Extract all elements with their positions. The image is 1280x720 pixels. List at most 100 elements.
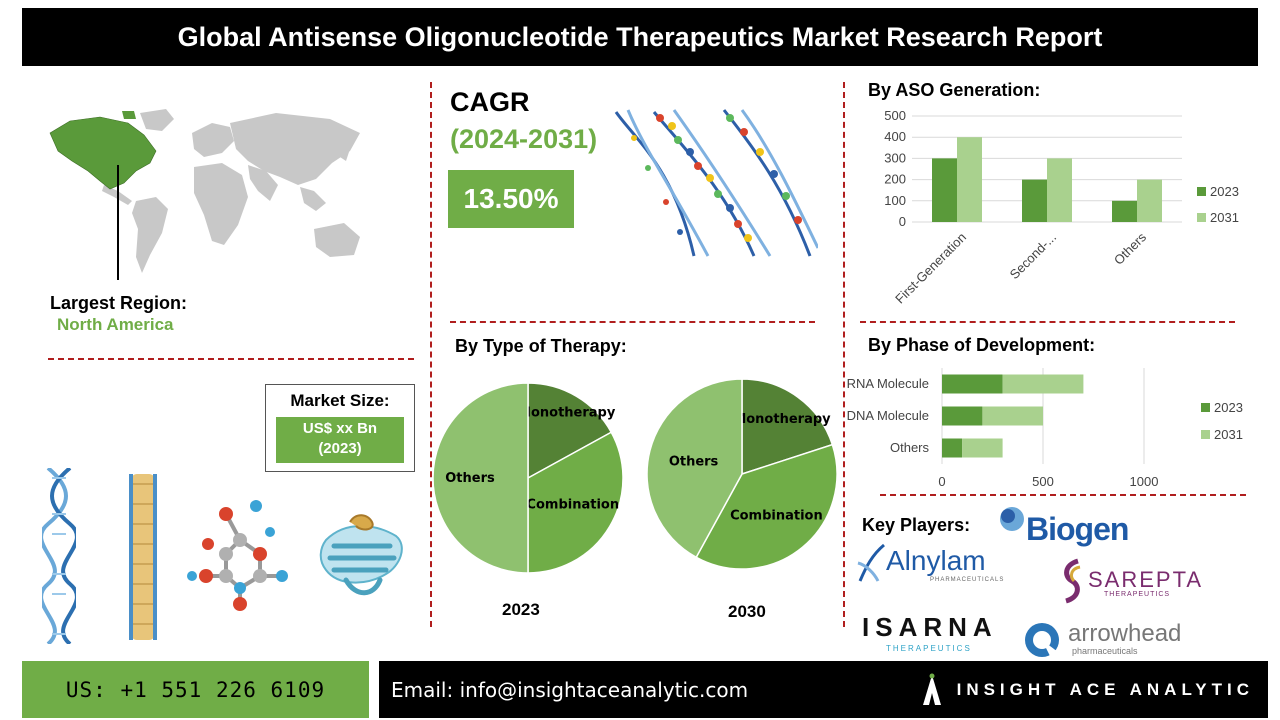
pie-label-others: Others — [445, 471, 495, 486]
phase-xtick-label: 500 — [1032, 474, 1054, 489]
arrowhead-subtitle: pharmaceuticals — [1072, 646, 1138, 656]
pie-label-others: Others — [669, 455, 719, 470]
cagr-title: CAGR — [450, 87, 530, 117]
sarepta-mark-icon — [1064, 558, 1081, 604]
divider-region — [48, 358, 414, 360]
phase-xtick-label: 1000 — [1130, 474, 1159, 489]
phase-of-development-title: By Phase of Development: — [868, 335, 1096, 355]
pie-slice-others — [432, 382, 529, 574]
nanotube-image — [129, 474, 157, 640]
arrowhead-logo: arrowhead pharmaceuticals — [1024, 620, 1194, 660]
aso-legend-label: 2031 — [1210, 210, 1239, 225]
aso-category-label: Second-... — [1007, 230, 1060, 283]
aso-bar-2023 — [1112, 200, 1137, 222]
phase-category-label: Others — [890, 440, 930, 455]
phase-legend-label: 2023 — [1214, 400, 1243, 415]
isarna-name: ISARNA — [862, 612, 998, 642]
pie-2030-caption: 2030 — [728, 602, 766, 621]
phase-bar-2031 — [962, 438, 1003, 458]
therapy-pie-2023: Monotherapy Combination Others — [432, 382, 624, 574]
alnylam-mark-icon — [857, 543, 885, 582]
aso-category-label: Others — [1111, 229, 1150, 268]
pie-slice-combination — [527, 431, 624, 574]
phase-bar-2031 — [982, 406, 1043, 426]
aso-generation-title: By ASO Generation: — [868, 80, 1041, 100]
cagr-value: 13.50% — [448, 170, 574, 228]
market-size-box: Market Size: US$ xx Bn (2023) — [265, 384, 415, 472]
north-america-highlight — [49, 116, 157, 190]
type-of-therapy-title: By Type of Therapy: — [455, 336, 627, 356]
divider-right — [843, 82, 845, 627]
phase-xtick-label: 0 — [938, 474, 945, 489]
key-players-title: Key Players: — [862, 515, 971, 535]
phase-of-development-chart: 0 500 1000 RNA Molecule DNA Molecule Others 20… — [847, 368, 1243, 489]
footer-brand-wrap: INSIGHT ACE ANALYTIC — [921, 661, 1254, 718]
phase-bar-2023 — [942, 406, 983, 426]
pie-label-monotherapy: Monotherapy — [733, 412, 831, 427]
largest-region-value: North America — [57, 315, 174, 334]
pie-label-combination: Combination — [730, 509, 823, 524]
therapy-pie-2030: Monotherapy Combination Others — [646, 378, 838, 570]
divider-cagr — [450, 321, 815, 323]
aso-legend-swatch — [1197, 213, 1206, 222]
phase-legend-swatch — [1201, 403, 1210, 412]
biogen-name: Biogen — [1026, 511, 1129, 547]
dna-helix-image — [42, 468, 76, 644]
pie-slice-monotherapy — [741, 378, 834, 476]
region-pointer-line — [117, 165, 119, 280]
alnylam-name: Alnylam — [886, 545, 986, 576]
aso-ytick-label: 300 — [884, 150, 906, 165]
footer-brand: INSIGHT ACE ANALYTIC — [956, 679, 1254, 699]
market-size-year: (2023) — [318, 440, 362, 457]
insightace-logo-icon — [922, 673, 941, 705]
sarepta-name: SAREPTA — [1088, 567, 1204, 592]
protein-structure-image — [319, 514, 403, 596]
footer-bar: Email: info@insightaceanalytic.com INSIG… — [379, 661, 1268, 718]
phase-category-label: RNA Molecule — [847, 376, 929, 391]
biogen-logo: Biogen — [998, 505, 1129, 551]
sarepta-logo: SAREPTA THERAPEUTICS — [1060, 557, 1201, 609]
biogen-mark-icon — [1000, 507, 1024, 531]
largest-region-label: Largest Region: — [50, 293, 188, 313]
pie-slice-monotherapy — [527, 382, 613, 480]
divider-aso — [860, 321, 1235, 323]
pie-slice-others — [646, 378, 743, 559]
aso-bar-2031 — [1047, 158, 1072, 222]
market-size-value: US$ xx Bn (2023) — [276, 417, 404, 463]
aso-ytick-label: 200 — [884, 172, 906, 187]
aso-ytick-label: 500 — [884, 108, 906, 123]
market-size-label: Market Size: — [290, 391, 390, 410]
aso-ytick-label: 0 — [899, 214, 906, 229]
sarepta-subtitle: THERAPEUTICS — [1104, 591, 1171, 598]
pie-label-monotherapy: Monotherapy — [518, 406, 616, 421]
alnylam-subtitle: PHARMACEUTICALS — [930, 577, 1005, 583]
aso-category-label: First-Generation — [892, 230, 969, 307]
footer-phone[interactable]: US: +1 551 226 6109 — [22, 661, 369, 718]
world-map — [49, 109, 360, 273]
aso-legend-swatch — [1197, 187, 1206, 196]
footer-email[interactable]: Email: info@insightaceanalytic.com — [391, 677, 749, 702]
aso-bar-2023 — [932, 158, 957, 222]
report-title: Global Antisense Oligonucleotide Therape… — [22, 8, 1258, 66]
aso-bar-2031 — [1137, 179, 1162, 222]
phase-legend-swatch — [1201, 430, 1210, 439]
dna-strands-image — [614, 109, 818, 257]
aso-ytick-label: 100 — [884, 193, 906, 208]
cagr-period: (2024-2031) — [450, 124, 598, 154]
divider-phase — [880, 494, 1246, 496]
phase-legend-label: 2031 — [1214, 427, 1243, 442]
molecule-model-image — [187, 500, 288, 611]
aso-bar-2031 — [957, 137, 982, 222]
aso-legend-label: 2023 — [1210, 184, 1239, 199]
aso-bar-2023 — [1022, 179, 1047, 222]
pie-label-combination: Combination — [526, 497, 619, 512]
phase-bar-2023 — [942, 438, 963, 458]
phase-category-label: DNA Molecule — [847, 408, 929, 423]
arrowhead-mark-icon — [1025, 623, 1059, 657]
pie-slice-combination — [695, 443, 838, 570]
aso-generation-chart: 0 100 200 300 400 500 First-Generation Second-.… — [884, 108, 1239, 307]
alnylam-logo: Alnylam PHARMACEUTICALS — [856, 543, 1006, 589]
aso-ytick-label: 400 — [884, 129, 906, 144]
isarna-subtitle: THERAPEUTICS — [886, 644, 972, 653]
pie-2023-caption: 2023 — [502, 600, 540, 619]
